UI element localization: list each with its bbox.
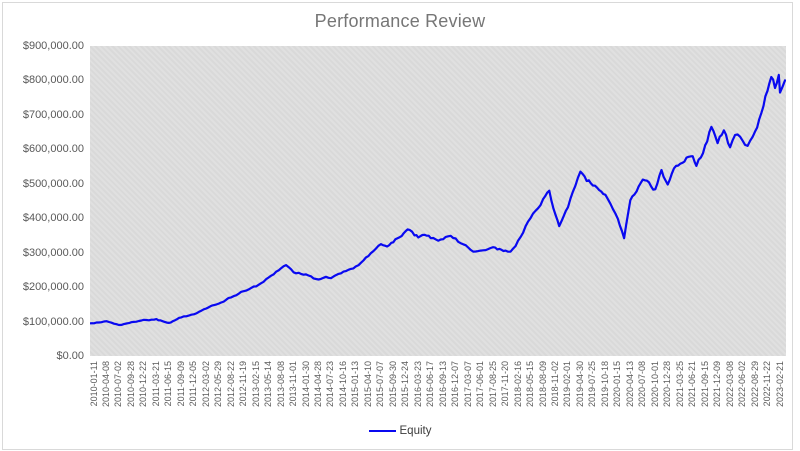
x-axis-tick-label: 2020-12-28 [662, 361, 673, 408]
x-axis-tick-label: 2020-07-08 [637, 361, 648, 408]
x-axis-tick-label: 2014-07-23 [325, 361, 336, 408]
x-axis-tick-label: 2010-12-22 [138, 361, 149, 408]
y-axis-tick-label: $200,000.00 [22, 281, 84, 294]
x-axis-tick-label: 2020-01-15 [612, 361, 623, 408]
x-axis-tick-label: 2023-02-21 [774, 361, 785, 408]
x-axis-tick-label: 2012-11-19 [238, 361, 249, 407]
x-axis-tick-label: 2022-06-02 [737, 361, 748, 408]
x-axis-tick-label: 2010-09-28 [125, 361, 136, 408]
x-axis-tick-label: 2019-02-01 [562, 361, 573, 408]
y-axis-tick-label: $800,000.00 [22, 74, 84, 87]
x-axis-tick-label: 2010-07-02 [113, 361, 124, 408]
x-axis-tick-label: 2018-08-09 [537, 361, 548, 408]
equity-line-chart [90, 73, 786, 327]
x-axis-tick-label: 2017-06-01 [475, 361, 486, 408]
x-axis-tick-label: 2010-04-08 [100, 361, 111, 408]
chart-title: Performance Review [314, 11, 486, 31]
legend-series-label: Equity [399, 425, 432, 437]
x-axis-tick-label: 2018-05-15 [525, 361, 536, 408]
y-axis-tick-label: $0.00 [56, 350, 84, 362]
x-axis-tick-label: 2014-01-30 [300, 361, 311, 408]
x-axis-tick-label: 2013-02-15 [250, 361, 261, 408]
x-axis-tick-label: 2013-11-01 [288, 361, 299, 407]
x-axis-tick-label: 2021-12-09 [712, 361, 723, 408]
plot-area [90, 46, 786, 356]
x-axis-tick-label: 2021-09-15 [699, 361, 710, 408]
x-axis-tick-label: 2019-04-30 [574, 361, 585, 408]
x-axis-tick-label: 2021-06-21 [687, 361, 698, 408]
y-axis-tick-label: $300,000.00 [22, 246, 84, 259]
x-axis-tick-label: 2014-10-16 [337, 361, 348, 408]
x-axis-tick-label: 2017-08-25 [487, 361, 498, 408]
equity-series-line [90, 73, 786, 327]
x-axis-tick-label: 2011-03-21 [150, 361, 161, 407]
x-axis-tick-label: 2015-12-24 [400, 361, 411, 408]
x-axis-tick-label: 2018-11-02 [549, 361, 560, 407]
legend: Equity [0, 423, 800, 439]
x-axis-tick-label: 2019-07-25 [587, 361, 598, 408]
x-axis-tick-label: 2016-12-07 [450, 361, 461, 408]
y-axis-tick-label: $500,000.00 [22, 177, 84, 190]
x-axis-tick-label: 2022-11-22 [762, 361, 773, 407]
y-axis-tick-label: $100,000.00 [22, 315, 84, 328]
x-axis-tick-label: 2014-04-28 [313, 361, 323, 408]
x-axis-tick-label: 2013-08-08 [275, 361, 286, 408]
x-axis-tick-label: 2020-10-01 [649, 361, 660, 408]
y-axis-tick-label: $700,000.00 [22, 108, 84, 121]
x-axis-tick-label: 2015-01-13 [350, 361, 361, 408]
y-axis-tick-label: $400,000.00 [22, 212, 84, 225]
x-axis-tick-label: 2020-04-13 [624, 361, 635, 408]
x-axis-tick-label: 2012-08-22 [225, 361, 236, 408]
x-axis-tick-label: 2015-07-07 [375, 361, 386, 408]
x-axis-tick-label: 2022-03-08 [724, 361, 735, 408]
x-axis-tick-label: 2017-11-20 [500, 361, 511, 407]
y-axis-tick-label: $900,000.00 [22, 40, 84, 52]
x-axis-tick-label: 2018-02-16 [512, 361, 523, 408]
x-axis-tick-label: 2015-09-30 [387, 361, 398, 408]
x-axis-tick-label: 2016-06-17 [425, 361, 436, 408]
x-axis-tick-label: 2011-06-15 [163, 361, 174, 407]
x-axis-tick-label: 2016-03-23 [412, 361, 423, 408]
legend-line-swatch-icon [368, 430, 396, 432]
x-axis-tick-label: 2017-03-07 [462, 361, 473, 408]
y-axis-tick-label: $600,000.00 [22, 143, 84, 156]
x-axis-tick-label: 2012-05-29 [213, 361, 224, 408]
x-axis-tick-label: 2022-08-29 [749, 361, 760, 408]
x-axis-tick-label: 2010-01-11 [88, 361, 99, 407]
x-axis-tick-label: 2015-04-10 [362, 361, 373, 408]
x-axis-tick-label: 2013-05-14 [263, 361, 274, 408]
x-axis-tick-label: 2019-10-18 [599, 361, 610, 408]
x-axis-tick-label: 2016-09-13 [437, 361, 448, 408]
x-axis-tick-label: 2021-03-25 [674, 361, 685, 408]
x-axis-tick-label: 2011-12-05 [188, 361, 199, 407]
x-axis-tick-label: 2012-03-02 [200, 361, 211, 408]
x-axis-tick-label: 2011-09-09 [175, 361, 186, 407]
